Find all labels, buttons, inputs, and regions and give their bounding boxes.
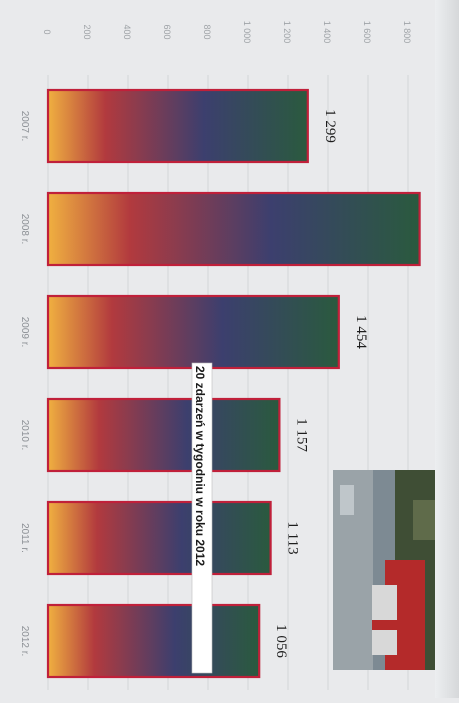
bar (46, 88, 309, 164)
annotation-text: 20 zdarzeń w tygodniu w roku 2012 (193, 366, 207, 566)
category-label: 2012 r. (19, 626, 30, 657)
bars (46, 88, 421, 679)
category-label: 2009 r. (19, 317, 30, 348)
bar-value-label: 1 299 (322, 109, 338, 143)
axis-tick-label: 200 (82, 24, 92, 39)
bar (46, 603, 261, 679)
paper-edge (435, 0, 459, 698)
axis-tick-label: 1 800 (402, 21, 412, 44)
axis-tick-label: 800 (202, 24, 212, 39)
category-label: 2010 r. (19, 420, 30, 451)
axis-tick-label: 1 600 (362, 21, 372, 44)
photo-inset (333, 470, 451, 670)
axis-tick-label: 1 000 (242, 21, 252, 44)
category-label: 2011 r. (19, 523, 30, 553)
axis-tick-label: 400 (122, 24, 132, 39)
axis-tick-label: 1 400 (322, 21, 332, 44)
bar (46, 191, 421, 267)
bar-value-label: 1 113 (285, 521, 301, 554)
bar-value-label: 1 056 (273, 624, 289, 658)
category-label: 2008 r. (19, 214, 30, 245)
category-labels: 2007 r. 2008 r. 2009 r. 2010 r. 2011 r. 2012 … (19, 111, 30, 657)
bar (46, 397, 281, 473)
bar-value-label: 1 157 (293, 418, 309, 452)
bar (46, 294, 340, 370)
bar-value-label: 1 454 (353, 315, 369, 349)
annotation-box: 20 zdarzeń w tygodniu w roku 2012 (191, 362, 213, 674)
axis-tick-label: 1 200 (282, 21, 292, 44)
bar (46, 500, 272, 576)
axis-tick-label: 0 (42, 29, 52, 34)
axis-tick-label: 600 (162, 24, 172, 39)
category-label: 2007 r. (19, 111, 30, 142)
